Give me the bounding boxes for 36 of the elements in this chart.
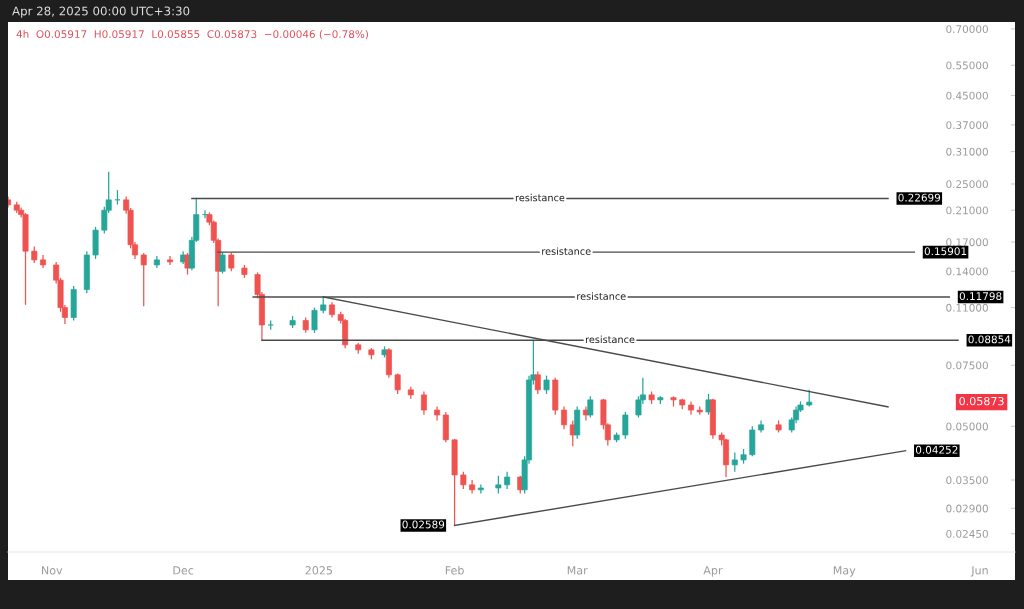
y-tick-label: 0.14000 [946, 267, 988, 276]
text: 0.05873 [959, 396, 1004, 406]
x-tick-label: Apr [703, 566, 723, 577]
y-tick-label: 0.03500 [946, 476, 988, 485]
x-tick-label: Dec [173, 566, 194, 575]
x-tick-label: May [833, 566, 856, 577]
annotation: 0.02589 [402, 520, 445, 529]
y-tick-label: 0.31000 [946, 147, 988, 156]
annotation: 0.22699 [898, 193, 941, 202]
series-label: resistance [577, 292, 626, 300]
y-tick-label: 0.17000 [946, 238, 988, 247]
y-tick-label: 0.05000 [946, 422, 988, 431]
y-tick-label: 0.02900 [946, 504, 988, 513]
annotation: 0.04252 [915, 445, 958, 454]
chart-title: Apr 28, 2025 00:00 UTC+3:30 [12, 6, 190, 18]
x-tick-label: Jun [970, 566, 988, 577]
annotation: 0.08854 [968, 335, 1011, 344]
annotation: 0.15901 [924, 247, 967, 256]
series-label: resistance [585, 335, 635, 344]
y-tick-label: 0.11000 [946, 303, 988, 312]
y-tick-label: 0.21000 [946, 206, 988, 215]
y-tick-label: 0.55000 [946, 61, 988, 70]
y-tick-label: 0.02450 [946, 529, 988, 538]
annotation: 0.11798 [959, 292, 1002, 301]
x-tick-label: Nov [42, 566, 63, 575]
x-tick-label: Mar [567, 566, 588, 575]
y-tick-label: 0.25000 [946, 180, 988, 189]
y-tick-label: 0.45000 [946, 91, 988, 100]
series-label: resistance [515, 193, 565, 202]
series-label: resistance [542, 247, 591, 255]
x-tick-label: Feb [445, 565, 464, 575]
x-tick-label: 2025 [305, 566, 333, 575]
y-tick-label: 0.70000 [946, 25, 988, 34]
text: 4h O0.05917 H0.05917 L0.05855 C0.05873 −0.00046 (−0.78%) [16, 29, 368, 40]
y-tick-label: 0.37000 [946, 121, 988, 130]
y-tick-label: 0.07500 [946, 361, 988, 370]
